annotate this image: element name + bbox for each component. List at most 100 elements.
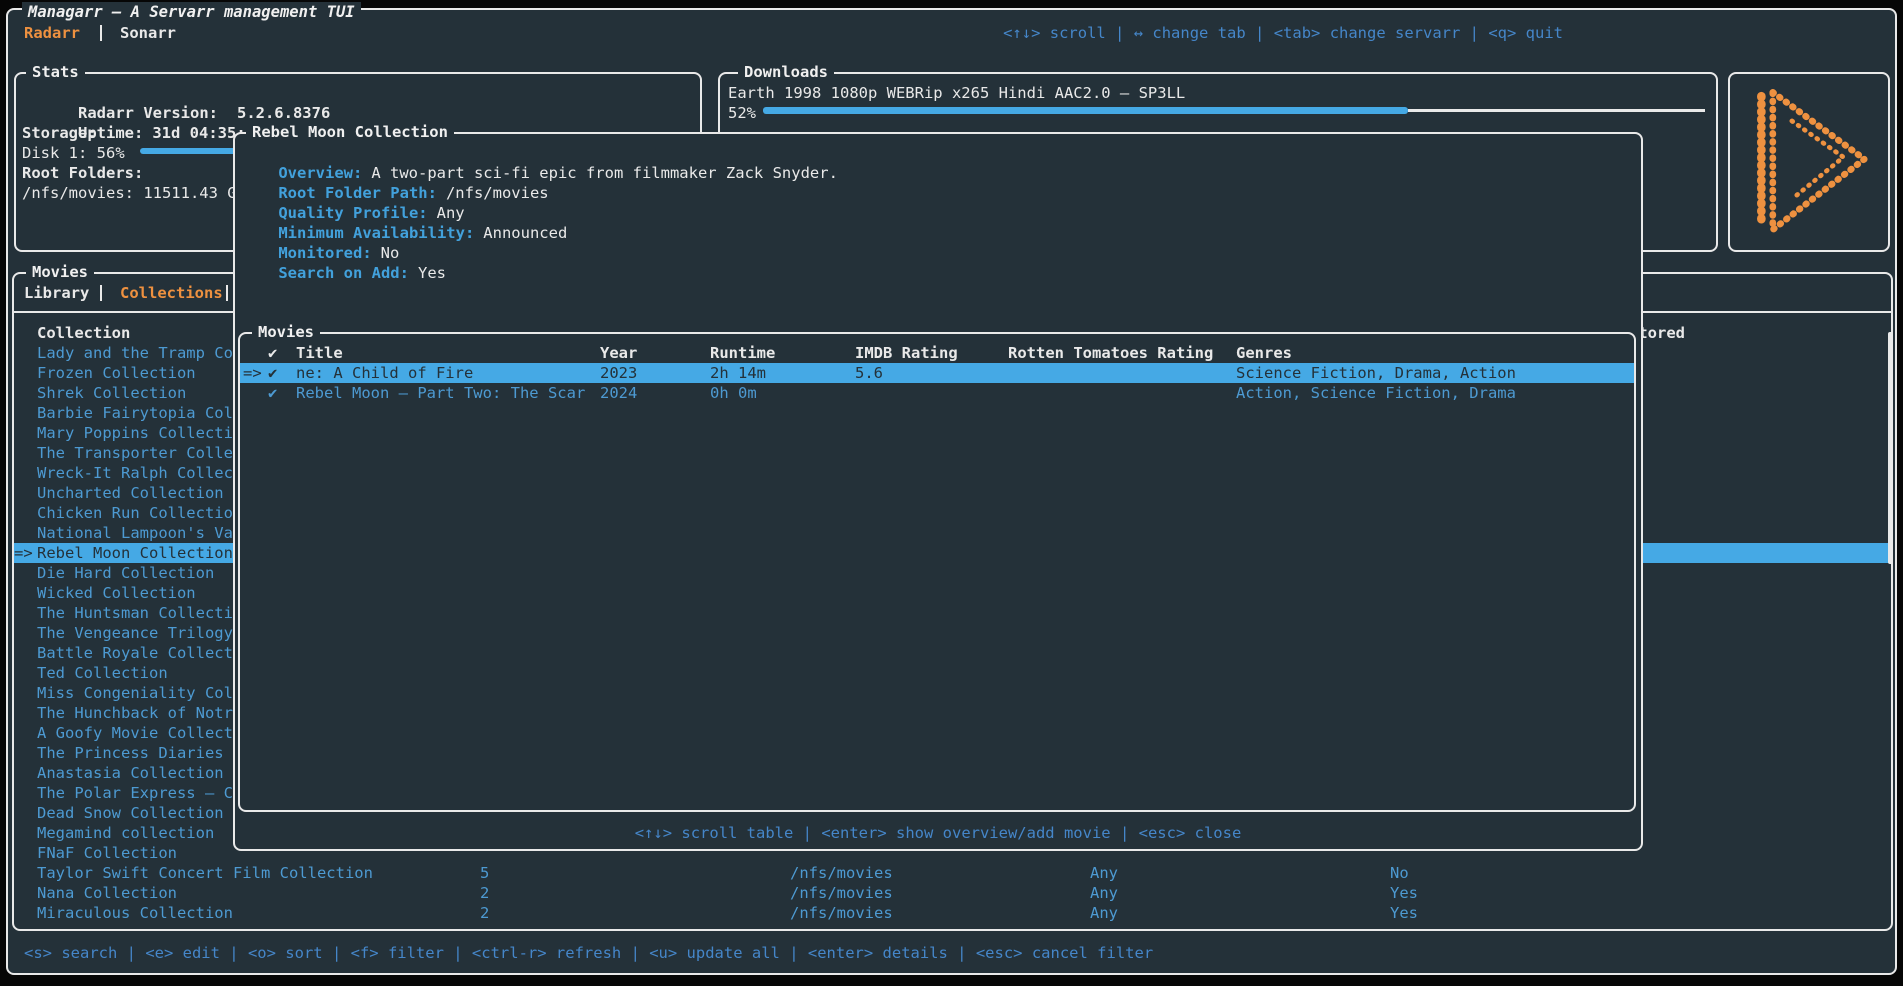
collection-root-folder: /nfs/movies [790, 884, 893, 902]
radarr-version-label: Radarr Version: [78, 104, 218, 122]
collection-row[interactable]: The Huntsman Collecti [37, 604, 233, 622]
movie-imdb-rating: 5.6 [855, 364, 883, 382]
collection-row[interactable]: Uncharted Collection [37, 484, 224, 502]
tab-separator [100, 25, 102, 41]
collection-monitored: No [1390, 864, 1409, 882]
modal-field-root-folder: Root Folder Path: /nfs/movies [241, 163, 548, 202]
field-label: Overview: [278, 164, 363, 182]
top-keybar: <↑↓> scroll | ↔ change tab | <tab> chang… [1003, 24, 1563, 42]
stats-panel-title: Stats [26, 62, 85, 82]
field-value: Announced [483, 224, 568, 242]
collection-row[interactable]: Miss Congeniality Col [37, 684, 233, 702]
uptime: Uptime: 31d 04:35:37 [22, 103, 264, 142]
movies-panel-title: Movies [26, 262, 94, 282]
header-title: Title [296, 344, 343, 362]
collection-row[interactable]: Nana Collection [37, 884, 177, 902]
collection-name: Rebel Moon Collection [37, 544, 233, 562]
collection-row[interactable]: Ted Collection [37, 664, 168, 682]
collection-quality-profile: Any [1090, 884, 1118, 902]
disk-usage-label: Disk 1: 56% [22, 144, 125, 162]
header-runtime: Runtime [710, 344, 776, 362]
monitored-check-icon: ✔ [268, 364, 278, 382]
uptime-label: Uptime: [78, 124, 144, 142]
collection-row[interactable]: Chicken Run Collectio [37, 504, 233, 522]
download-progress-fill [763, 107, 1408, 114]
collection-row[interactable]: The Hunchback of Notr [37, 704, 233, 722]
collection-row[interactable]: Frozen Collection [37, 364, 196, 382]
modal-movies-title: Movies [252, 322, 320, 342]
movie-title[interactable]: ne: A Child of Fire [296, 364, 474, 382]
modal-field-overview: Overview: A two-part sci-fi epic from fil… [241, 143, 838, 182]
collection-row[interactable]: A Goofy Movie Collect [37, 724, 233, 742]
field-label: Monitored: [278, 244, 372, 262]
collection-root-folder: /nfs/movies [790, 864, 893, 882]
storage-label: Storage: [22, 124, 97, 142]
collection-row[interactable]: Shrek Collection [37, 384, 187, 402]
collection-row[interactable]: Megamind collection [37, 824, 215, 842]
modal-field-search-on-add: Search on Add: Yes [241, 243, 446, 282]
tab-radarr[interactable]: Radarr [24, 24, 80, 42]
collection-row[interactable]: Anastasia Collection [37, 764, 224, 782]
movie-year: 2024 [600, 384, 638, 402]
tab-separator [226, 285, 228, 301]
collection-details-modal [233, 132, 1643, 851]
collection-monitored: Yes [1390, 884, 1418, 902]
radarr-ascii-logo-icon [1757, 85, 1870, 237]
collection-row[interactable]: Wreck-It Ralph Collec [37, 464, 233, 482]
field-value: Yes [417, 264, 446, 282]
collection-row[interactable]: Mary Poppins Collecti [37, 424, 233, 442]
header-rotten-tomatoes-rating: Rotten Tomatoes Rating [1008, 344, 1214, 362]
field-label: Search on Add: [278, 264, 409, 282]
collection-row[interactable]: Wicked Collection [37, 584, 196, 602]
modal-field-minimum-availability: Minimum Availability: Announced [241, 203, 567, 242]
collection-quality-profile: Any [1090, 904, 1118, 922]
collection-quality-profile: Any [1090, 864, 1118, 882]
collection-row[interactable]: Battle Royale Collect [37, 644, 233, 662]
collection-movie-count: 5 [480, 864, 490, 882]
collection-row[interactable]: The Polar Express – C [37, 784, 233, 802]
collection-row[interactable]: Dead Snow Collection [37, 804, 224, 822]
radarr-version: Radarr Version: 5.2.6.8376 [22, 83, 330, 122]
collection-row[interactable]: Die Hard Collection [37, 564, 215, 582]
collections-scrollbar-thumb[interactable] [1888, 332, 1893, 564]
tab-library[interactable]: Library [24, 284, 90, 302]
modal-keybar: <↑↓> scroll table | <enter> show overvie… [634, 824, 1242, 842]
radarr-version-value: 5.2.6.8376 [236, 104, 331, 122]
tab-collections[interactable]: Collections [120, 284, 223, 302]
downloads-panel-title: Downloads [738, 62, 834, 82]
modal-field-quality-profile: Quality Profile: Any [241, 183, 464, 222]
collection-row[interactable]: Taylor Swift Concert Film Collection [37, 864, 373, 882]
movie-runtime: 2h 14m [710, 364, 766, 382]
modal-movies-subpanel [238, 332, 1636, 812]
field-label: Root Folder Path: [278, 184, 437, 202]
collection-row[interactable]: The Transporter Colle [37, 444, 233, 462]
collection-movie-count: 2 [480, 904, 490, 922]
movie-title[interactable]: Rebel Moon – Part Two: The Scar [296, 384, 586, 402]
collection-row[interactable]: FNaF Collection [37, 844, 177, 862]
field-value: A two-part sci-fi epic from filmmaker Za… [371, 164, 838, 182]
field-value: No [380, 244, 400, 262]
movie-genres: Action, Science Fiction, Drama [1236, 384, 1516, 402]
header-imdb-rating: IMDB Rating [855, 344, 958, 362]
tab-sonarr[interactable]: Sonarr [120, 24, 176, 42]
collection-row[interactable]: The Princess Diaries [37, 744, 224, 762]
header-year: Year [600, 344, 638, 362]
collection-row[interactable]: Miraculous Collection [37, 904, 233, 922]
selected-arrow-icon: => [243, 364, 262, 382]
collection-row[interactable]: Barbie Fairytopia Col [37, 404, 233, 422]
movie-row-selected-highlight[interactable] [240, 363, 1634, 383]
movie-runtime: 0h 0m [710, 384, 757, 402]
collection-monitored: Yes [1390, 904, 1418, 922]
field-value: /nfs/movies [445, 184, 549, 202]
monitored-check-icon: ✔ [268, 384, 278, 402]
tab-separator [100, 285, 102, 301]
collection-row[interactable]: The Vengeance Trilogy [37, 624, 233, 642]
download-percent: 52% [728, 104, 756, 122]
collection-movie-count: 2 [480, 884, 490, 902]
collection-column-header: Collection [37, 324, 131, 342]
collection-row[interactable]: National Lampoon's Va [37, 524, 233, 542]
download-progress-track [1408, 109, 1705, 112]
collection-root-folder: /nfs/movies [790, 904, 893, 922]
collection-row[interactable]: Lady and the Tramp Co [37, 344, 233, 362]
